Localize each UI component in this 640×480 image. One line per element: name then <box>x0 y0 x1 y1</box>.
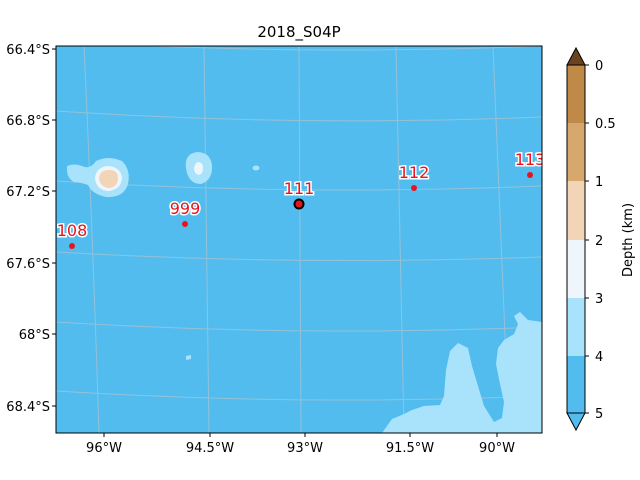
lat-tick-label: 67.6°S <box>6 257 50 272</box>
station-label: 112 <box>399 163 430 182</box>
station-label: 999 <box>170 199 201 218</box>
longitude-axis: 96°W 94.5°W 93°W 91.5°W 90°W <box>86 433 515 456</box>
map-frame <box>55 45 543 434</box>
colorbar-tick-label: 1 <box>595 175 603 190</box>
colorbar-extend-bottom <box>566 412 586 432</box>
shoal-small-south <box>186 355 191 360</box>
colorbar-tick-label: 0 <box>595 59 603 74</box>
bathymetry-contours: 108 999 111 112 113 <box>56 46 546 433</box>
colorbar-tick-label: 4 <box>595 350 603 365</box>
stations: 108 999 111 112 113 <box>56 149 546 249</box>
station-label: 113 <box>515 150 546 169</box>
lat-tick-label: 68°S <box>19 328 50 343</box>
lon-tick-label: 91.5°W <box>386 441 434 456</box>
lon-tick-label: 94.5°W <box>186 441 234 456</box>
station-label: 108 <box>57 221 88 240</box>
colorbar-label: Depth (km) <box>621 203 636 277</box>
colorbar-tick-label: 2 <box>595 234 603 249</box>
lat-tick-label: 67.2°S <box>6 185 50 200</box>
seamount-central-2-3km <box>194 162 203 175</box>
map-area: 108 999 111 112 113 <box>55 45 546 434</box>
colorbar-tick-label: 3 <box>595 292 603 307</box>
shelf-shallow-region <box>382 312 542 433</box>
colorbar-extend-top <box>566 46 586 66</box>
colorbar-band-4-5 <box>567 356 585 413</box>
latitude-axis: 66.4°S 66.8°S 67.2°S 67.6°S 68°S 68.4°S <box>6 43 56 415</box>
colorbar-band-1-2 <box>567 181 585 240</box>
colorbar-band-0-0.5 <box>567 65 585 123</box>
station-marker <box>69 243 75 249</box>
station-marker <box>182 221 188 227</box>
colorbar-band-2-3 <box>567 240 585 298</box>
lon-tick-label: 90°W <box>479 441 515 456</box>
colorbar-band-0.5-1 <box>567 123 585 181</box>
depth-colorbar: 0 0.5 1 2 3 4 5 Depth (km) <box>566 46 636 432</box>
colorbar-tick-label: 5 <box>595 407 603 422</box>
station-marker <box>527 172 533 178</box>
lat-tick-label: 68.4°S <box>6 400 50 415</box>
seamount-west-1-2km <box>99 170 118 188</box>
lon-tick-label: 96°W <box>86 441 122 456</box>
map-title: 2018_S04P <box>257 23 340 42</box>
lat-tick-label: 66.8°S <box>6 114 50 129</box>
station-marker <box>411 185 417 191</box>
shoal-small-east <box>252 165 260 171</box>
colorbar-band-3-4 <box>567 298 585 356</box>
lat-tick-label: 66.4°S <box>6 43 50 58</box>
station-label: 111 <box>284 179 315 198</box>
colorbar-tick-label: 0.5 <box>595 117 616 132</box>
lon-tick-label: 93°W <box>287 441 323 456</box>
colorbar-ticks: 0 0.5 1 2 3 4 5 <box>585 59 616 422</box>
station-marker-current <box>293 198 305 210</box>
